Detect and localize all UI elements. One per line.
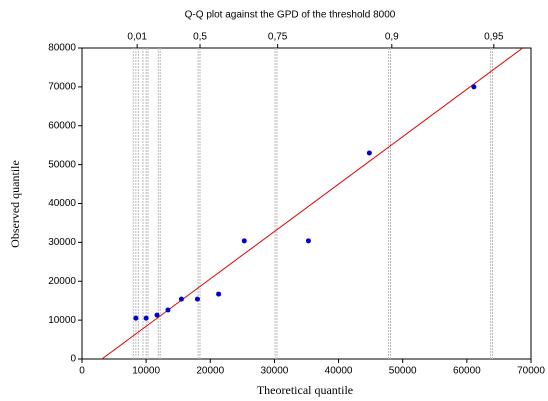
top-tick-label: 0,5 xyxy=(193,32,207,43)
data-point xyxy=(165,307,171,313)
data-point xyxy=(305,238,311,244)
data-point xyxy=(241,238,247,244)
x-tick-label: 40000 xyxy=(325,366,353,377)
top-tick-label: 0,95 xyxy=(484,32,504,43)
y-tick-label: 50000 xyxy=(48,159,76,170)
x-tick-label: 70000 xyxy=(517,366,545,377)
data-point xyxy=(366,150,372,156)
y-tick-label: 40000 xyxy=(48,198,76,209)
y-tick-label: 70000 xyxy=(48,82,76,93)
x-tick-label: 0 xyxy=(79,366,85,377)
x-tick-label: 30000 xyxy=(261,366,289,377)
y-axis-label: Observed quantile xyxy=(8,160,22,248)
top-tick-label: 0,9 xyxy=(385,32,399,43)
y-tick-label: 20000 xyxy=(48,276,76,287)
top-tick-label: 0,01 xyxy=(127,32,147,43)
y-tick-label: 60000 xyxy=(48,120,76,131)
data-point xyxy=(471,84,477,90)
reference-line xyxy=(101,48,523,359)
y-tick-label: 10000 xyxy=(48,315,76,326)
data-point xyxy=(154,312,160,318)
data-point xyxy=(216,291,222,297)
data-point xyxy=(133,315,139,321)
x-axis-label: Theoretical quantile xyxy=(257,383,353,397)
top-tick-label: 0,75 xyxy=(268,32,288,43)
y-tick-label: 30000 xyxy=(48,237,76,248)
data-point xyxy=(178,296,184,302)
x-tick-label: 10000 xyxy=(132,366,160,377)
y-tick-label: 0 xyxy=(70,354,76,365)
data-point xyxy=(194,296,200,302)
x-tick-label: 60000 xyxy=(453,366,481,377)
x-tick-label: 20000 xyxy=(196,366,224,377)
plot-frame xyxy=(81,47,532,360)
x-tick-label: 50000 xyxy=(389,366,417,377)
y-tick-label: 80000 xyxy=(48,43,76,54)
data-point xyxy=(143,315,149,321)
chart-title: Q-Q plot against the GPD of the threshol… xyxy=(185,10,396,21)
